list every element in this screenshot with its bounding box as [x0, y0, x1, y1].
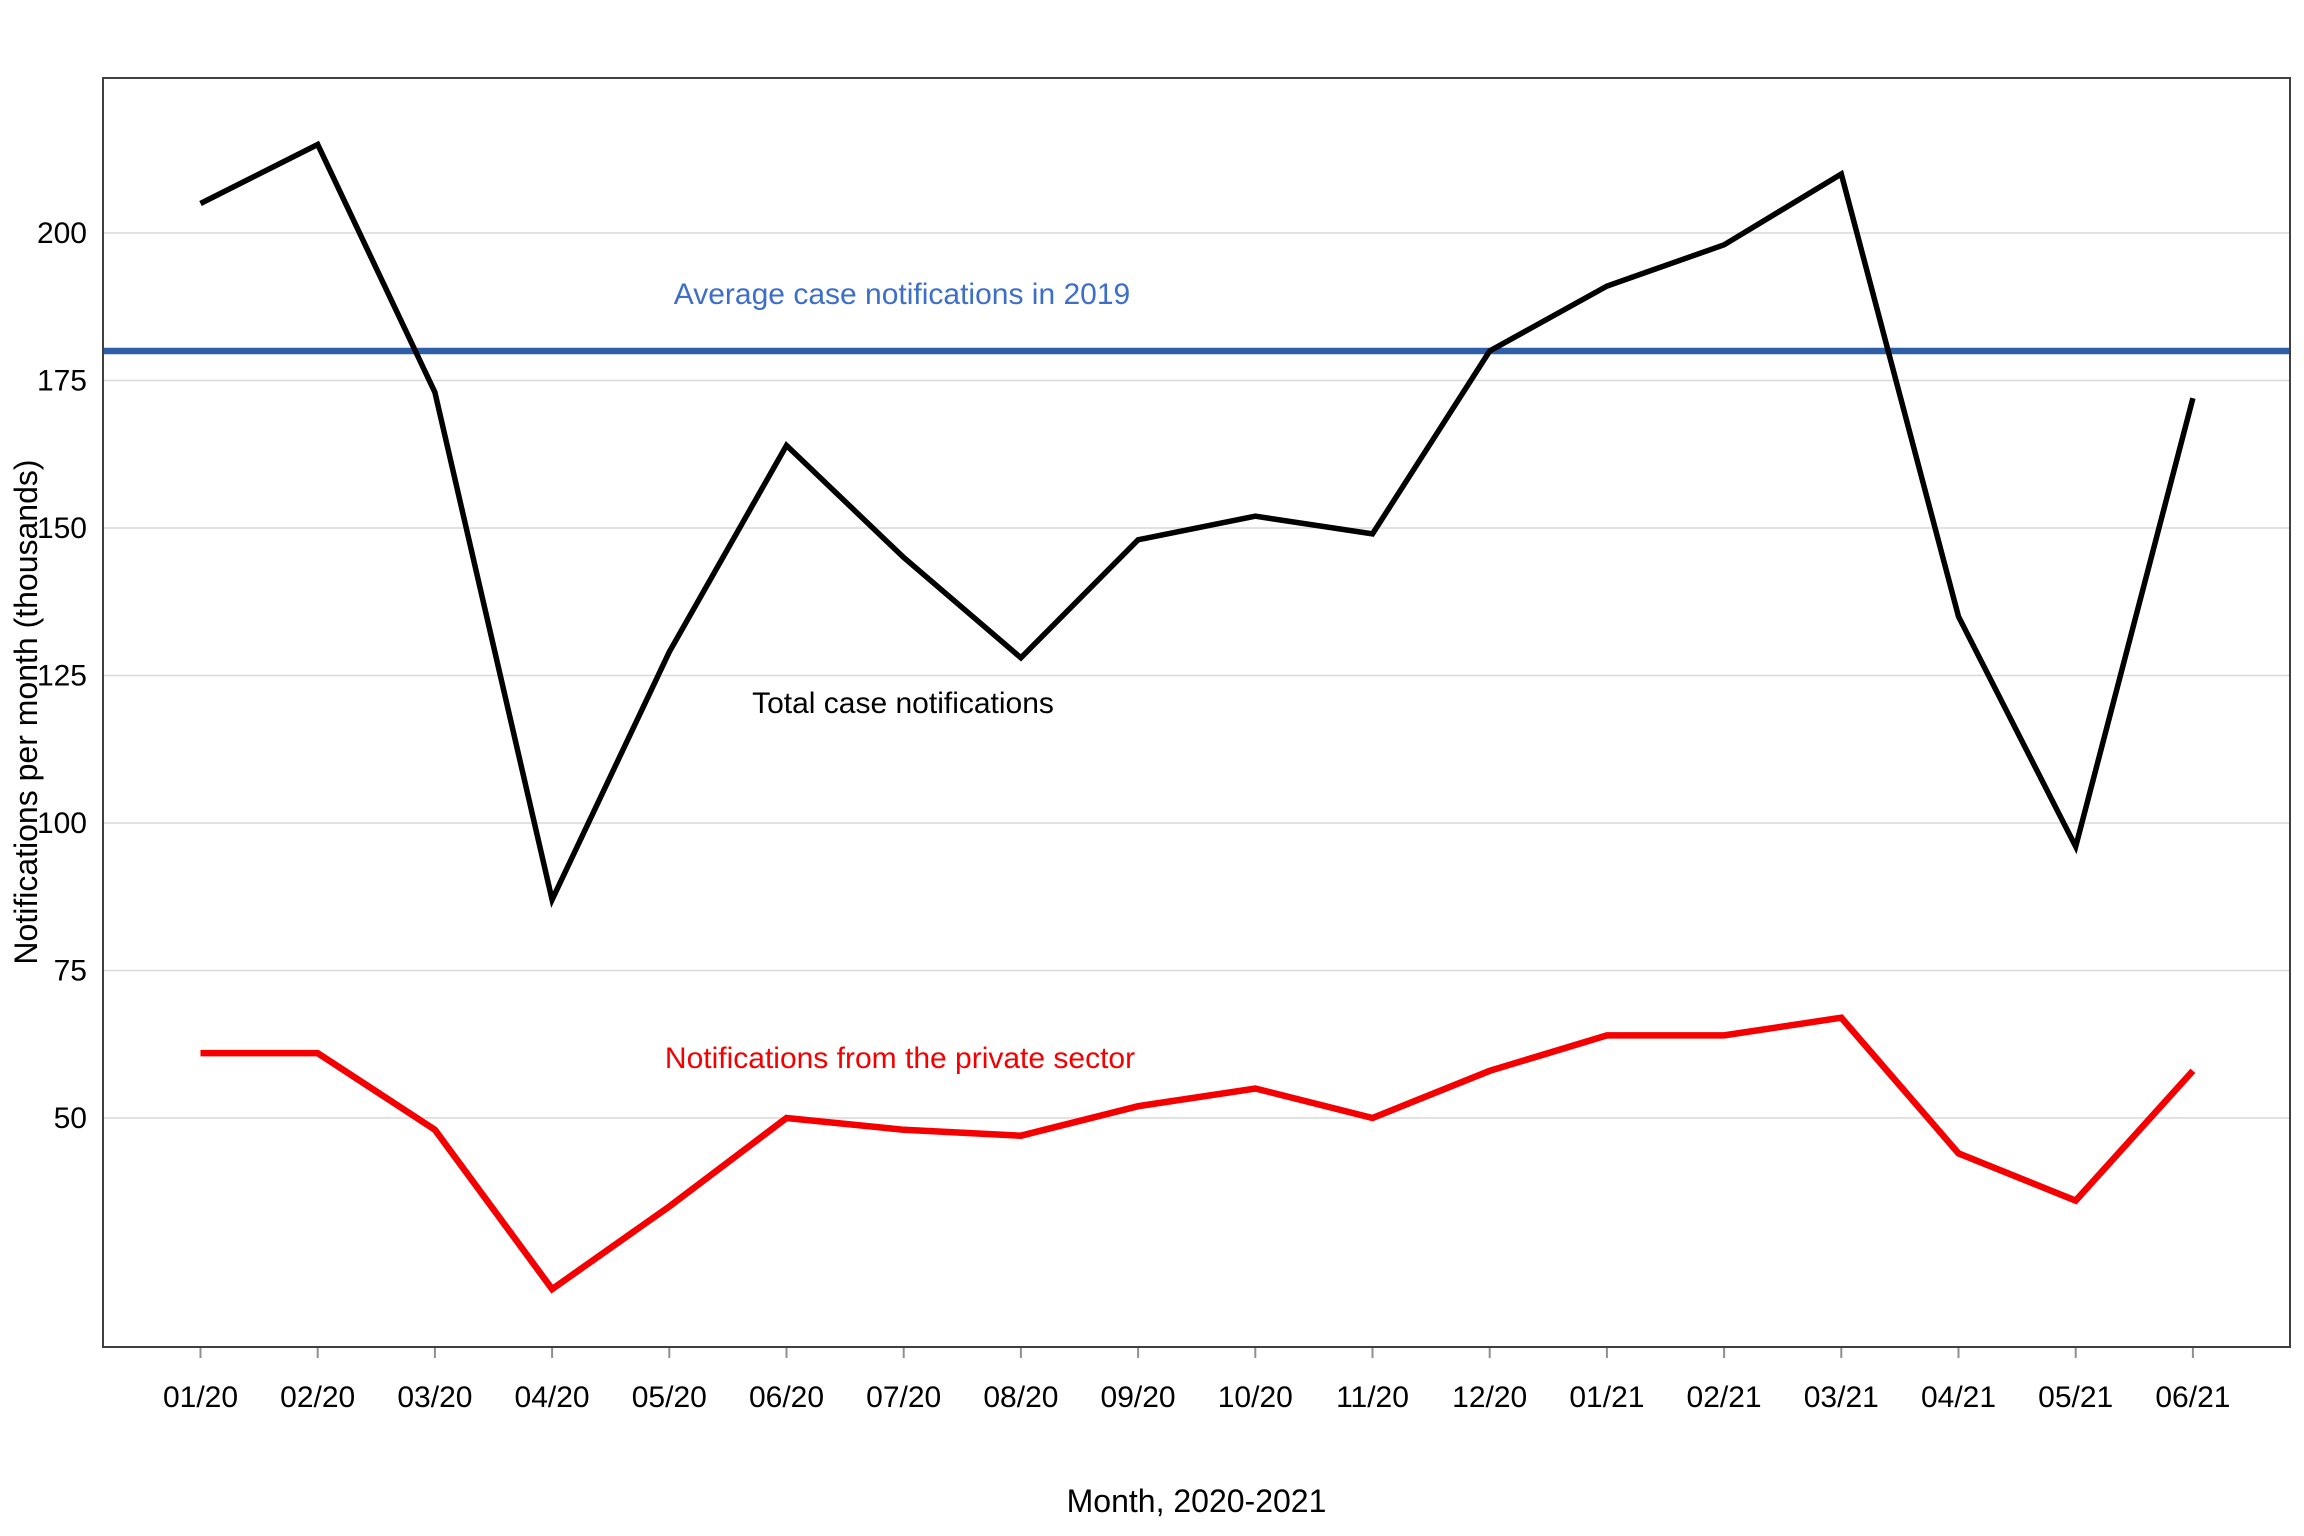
- x-tick-label: 04/21: [1921, 1381, 1996, 1414]
- y-tick-label: 175: [37, 365, 87, 398]
- plot-border: [102, 77, 2291, 1348]
- x-tick-label: 01/21: [1569, 1381, 1644, 1414]
- y-tick-label: 200: [37, 217, 87, 250]
- y-tick-label: 150: [37, 512, 87, 545]
- x-tick-label: 05/20: [632, 1381, 707, 1414]
- x-tick-label: 09/20: [1101, 1381, 1176, 1414]
- y-tick-label: 50: [54, 1102, 87, 1135]
- x-axis-title: Month, 2020-2021: [1066, 1483, 1327, 1519]
- x-tick-label: 07/20: [866, 1381, 941, 1414]
- x-tick-label: 01/20: [163, 1381, 238, 1414]
- x-tick-label: 04/20: [515, 1381, 590, 1414]
- annotation-private-series-label: Notifications from the private sector: [664, 1042, 1136, 1075]
- x-tick-label: 11/20: [1336, 1381, 1409, 1414]
- x-tick-label: 10/20: [1218, 1381, 1293, 1414]
- x-tick-label: 12/20: [1452, 1381, 1527, 1414]
- x-tick-label: 05/21: [2038, 1381, 2113, 1414]
- y-tick-label: 100: [37, 807, 87, 840]
- x-tick-label: 08/20: [983, 1381, 1058, 1414]
- y-tick-label: 75: [54, 955, 87, 988]
- annotation-total-series-label: Total case notifications: [752, 687, 1054, 720]
- x-tick-label: 03/21: [1804, 1381, 1879, 1414]
- annotation-average-2019-label: Average case notifications in 2019: [673, 278, 1131, 311]
- y-axis-title: Notifications per month (thousands): [8, 459, 44, 965]
- x-tick-label: 02/21: [1687, 1381, 1762, 1414]
- x-tick-label: 06/21: [2155, 1381, 2230, 1414]
- x-tick-label: 03/20: [397, 1381, 472, 1414]
- series-line-total: [199, 140, 2196, 909]
- series-line-private: [200, 1014, 2196, 1294]
- y-tick-label: 125: [37, 660, 87, 693]
- x-tick-label: 02/20: [280, 1381, 355, 1414]
- x-tick-label: 06/20: [749, 1381, 824, 1414]
